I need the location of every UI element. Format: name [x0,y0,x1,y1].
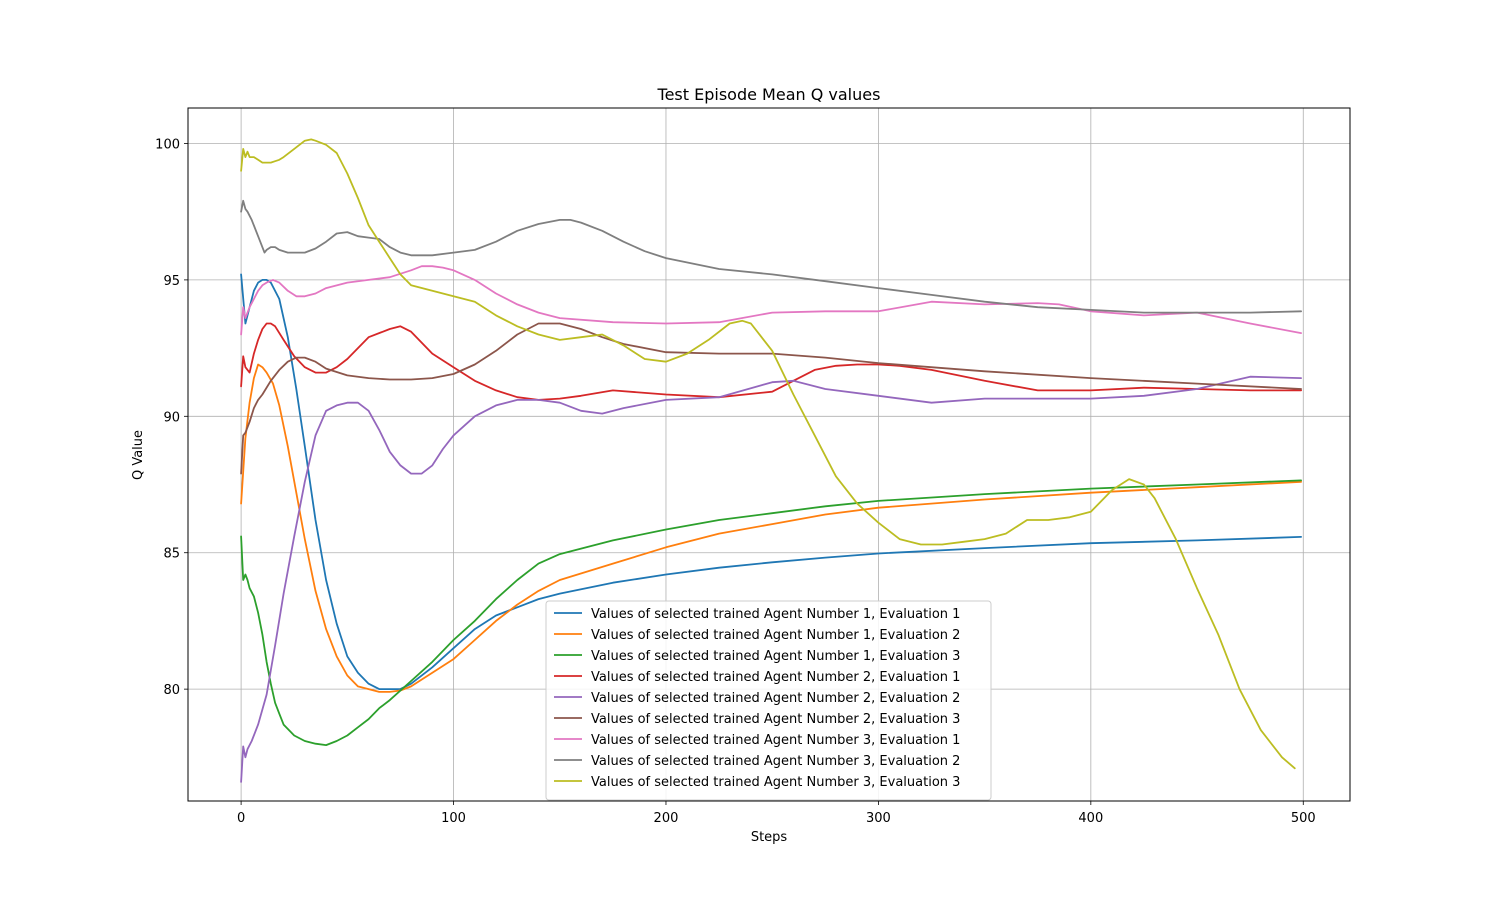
x-tick-label: 300 [866,811,891,826]
legend-entry: Values of selected trained Agent Number … [591,670,960,685]
series-line-2 [240,363,1302,693]
legend-entry: Values of selected trained Agent Number … [591,607,960,622]
y-tick-label: 85 [163,547,180,562]
plot-frame [187,107,1351,802]
series-line-4 [240,322,1302,401]
x-axis-label: Steps [751,830,788,845]
axis-ticks: 0 100 200 300 400 500 80 85 90 95 100 [155,137,1316,826]
series-line-1 [240,273,1302,690]
legend-entry: Values of selected trained Agent Number … [591,754,960,769]
legend-entry: Values of selected trained Agent Number … [591,649,960,664]
series-line-3 [240,479,1302,746]
y-tick-label: 100 [155,137,180,152]
y-tick-label: 90 [163,410,180,425]
legend-entry: Values of selected trained Agent Number … [591,712,960,727]
series-lines [240,138,1302,783]
legend: Values of selected trained Agent Number … [545,600,992,801]
x-tick-label: 0 [237,811,245,826]
legend-box [545,600,992,801]
legend-entry: Values of selected trained Agent Number … [591,775,960,790]
x-tick-label: 500 [1291,811,1316,826]
x-tick-label: 100 [441,811,466,826]
y-axis-label: Q Value [131,430,146,480]
y-tick-label: 80 [163,683,180,698]
legend-entry: Values of selected trained Agent Number … [591,691,960,706]
x-tick-label: 400 [1078,811,1103,826]
series-line-5 [240,375,1302,783]
x-tick-label: 200 [654,811,679,826]
legend-entry: Values of selected trained Agent Number … [591,628,960,643]
y-tick-label: 95 [163,274,180,289]
series-line-9 [240,138,1296,770]
series-line-6 [240,322,1302,475]
legend-entry: Values of selected trained Agent Number … [591,733,960,748]
series-line-7 [240,265,1302,336]
series-line-8 [240,199,1302,314]
chart-title: Test Episode Mean Q values [657,85,881,104]
